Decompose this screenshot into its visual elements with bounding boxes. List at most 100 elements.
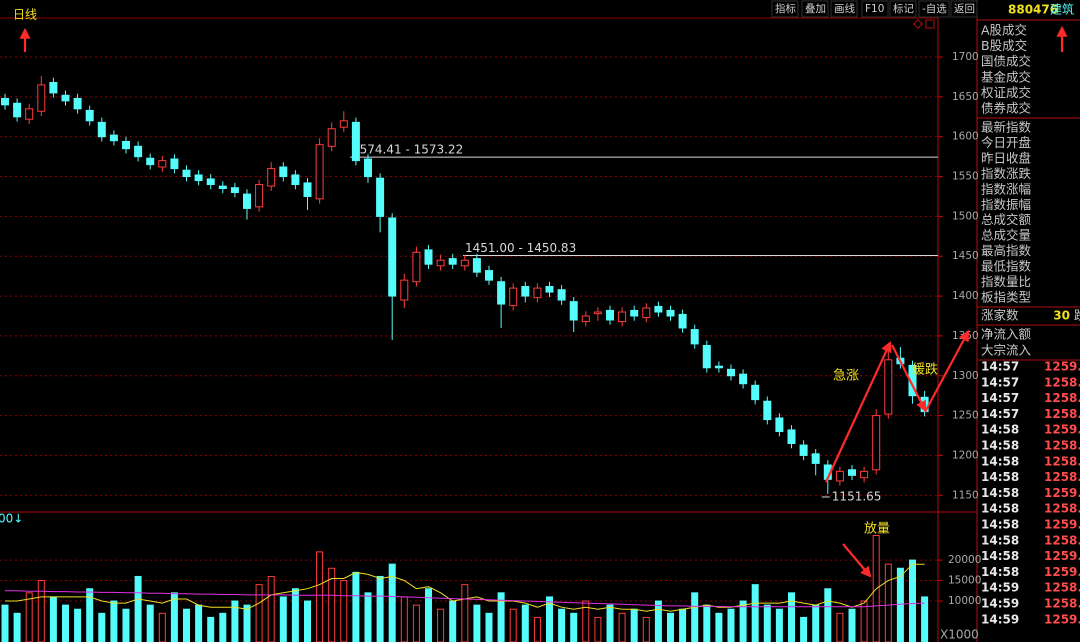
low-label: 1151.65 (832, 489, 882, 503)
candle-body (606, 309, 614, 321)
candle-body (654, 305, 663, 313)
tick-time: 14:58 (981, 533, 1019, 547)
tick-price: 1258.8 (1044, 597, 1080, 611)
volume-bar (618, 612, 626, 642)
toolbar-label[interactable]: 标记 (893, 3, 914, 15)
volume-bar (594, 616, 602, 642)
volume-bar (376, 575, 384, 642)
toolbar-button[interactable] (918, 0, 950, 18)
toolbar-button[interactable] (950, 0, 978, 18)
y-tick-label: 1400 (952, 290, 979, 302)
volume-bar (582, 600, 590, 642)
volume-bar (74, 608, 82, 642)
volume-bar (654, 600, 662, 642)
quote-field: A股成交 (981, 23, 1027, 38)
tick-price: 1259.1 (1044, 518, 1080, 532)
volume-bar (884, 563, 892, 642)
candle-body (690, 329, 699, 345)
toolbar-label[interactable]: 指标 (775, 2, 796, 15)
arrow (924, 330, 970, 413)
quote-field: 指数振幅 (981, 197, 1031, 212)
volume-bar (352, 571, 360, 642)
quote-field: B股成交 (981, 38, 1027, 53)
toolbar-button[interactable] (830, 0, 858, 18)
tick-time: 14:57 (981, 375, 1019, 389)
volume-bar (546, 596, 553, 642)
y-tick-label: 1250 (952, 410, 979, 422)
tick-price: 1258.5 (1044, 454, 1080, 468)
volume-bar (183, 608, 190, 642)
candle-body (666, 309, 675, 317)
candle-body (799, 444, 808, 456)
toolbar-button[interactable] (771, 0, 799, 18)
candle-body (533, 287, 542, 299)
volume-bar (485, 612, 493, 642)
quote-field: 总成交量 (981, 228, 1031, 243)
volume-bar (195, 604, 203, 642)
candle-body (73, 97, 82, 110)
volume-bar (739, 600, 747, 642)
tick-price: 1258.9 (1044, 391, 1080, 405)
volume-bar (775, 608, 783, 642)
annotation: 放量 (864, 522, 890, 537)
charts: 1150120012501300135014001450150015501600… (0, 8, 981, 642)
toolbar-label[interactable]: -自选 (922, 2, 947, 15)
tick-time: 14:58 (981, 565, 1019, 579)
y-tick-label: 1550 (952, 171, 979, 183)
quote-field: 总成交额 (981, 212, 1032, 227)
toolbar-button[interactable] (889, 0, 917, 18)
quote-field: 指数量比 (981, 274, 1031, 289)
candle-body (122, 141, 130, 150)
toolbar-button[interactable] (801, 0, 829, 18)
quote-field: 国债成交 (981, 54, 1031, 69)
tick-price: 1258.6 (1044, 533, 1080, 547)
tick-time: 14:58 (981, 454, 1019, 468)
level-label: 1574.41 - 1573.22 (352, 143, 463, 157)
y-tick-label: 1150 (952, 489, 979, 501)
toolbar-button[interactable] (861, 0, 889, 18)
toolbar-label[interactable]: 叠加 (805, 3, 826, 15)
volume-bar (207, 616, 215, 642)
toolbar-label[interactable]: 画线 (834, 2, 855, 15)
tick-price: 1258.9 (1044, 407, 1080, 421)
candle-body (109, 134, 118, 142)
tick-time: 14:59 (981, 581, 1019, 595)
tick-time: 14:58 (981, 423, 1019, 437)
candle-body (509, 287, 518, 307)
arrow (891, 344, 926, 412)
y-tick-label: 20000 (948, 554, 981, 566)
quote-field: 指数涨幅 (981, 181, 1031, 196)
candle-body (436, 259, 445, 267)
candle-body (642, 307, 651, 319)
candle-body (811, 453, 820, 464)
arrow (825, 341, 892, 483)
candle-body (424, 249, 433, 265)
candle-body (327, 128, 336, 147)
volume-bar (13, 612, 21, 642)
volume-bar (1, 604, 9, 642)
tick-time: 14:57 (981, 360, 1019, 374)
candle-body (618, 311, 627, 323)
volume-bar (727, 608, 735, 642)
candle-body (448, 258, 457, 265)
candle-body (714, 365, 723, 369)
volume-bar (364, 592, 372, 642)
candle-body (291, 174, 300, 186)
volume-bar (800, 616, 808, 642)
tick-time: 14:57 (981, 407, 1019, 421)
volume-bar (388, 563, 396, 642)
unit-label: X1000 (940, 628, 979, 642)
volume-bar (509, 608, 517, 642)
icon[interactable] (913, 19, 923, 29)
candle-body (460, 259, 469, 267)
toolbar-label[interactable]: 返回 (954, 3, 975, 15)
volume-bar (110, 600, 118, 642)
toolbar-label[interactable]: F10 (865, 3, 884, 15)
icon[interactable] (925, 19, 935, 29)
volume-bar (219, 612, 227, 642)
candle-body (727, 368, 735, 377)
candle-body (485, 270, 493, 281)
y-tick-label: 1200 (952, 449, 979, 461)
volume-bar (909, 559, 916, 642)
